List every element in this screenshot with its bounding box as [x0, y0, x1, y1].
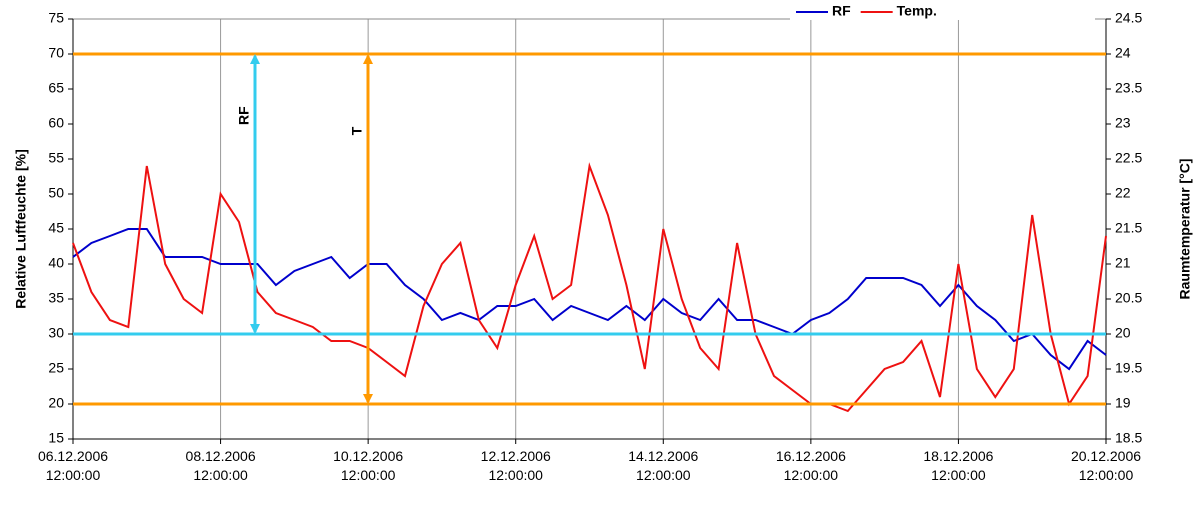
- y-tick-label: 70: [48, 45, 64, 61]
- y-tick-label: 25: [48, 360, 64, 376]
- x-tick-label: 06.12.2006 12:00:00: [38, 448, 108, 483]
- x-tick-label-line: 20.12.2006: [1071, 448, 1141, 464]
- y-tick-label: 30: [48, 325, 64, 341]
- y-tick-label: 75: [48, 10, 64, 26]
- y-axis-label: Relative Luftfeuchte [%]: [13, 149, 29, 308]
- x-tick-label: 08.12.2006 12:00:00: [186, 448, 256, 483]
- y-tick-label: 45: [48, 220, 64, 236]
- x-tick-label-line: 12.12.2006: [481, 448, 551, 464]
- x-tick-label: 10.12.2006 12:00:00: [333, 448, 403, 483]
- y2-tick-label: 24.5: [1115, 10, 1142, 26]
- legend-label: RF: [832, 3, 851, 19]
- y2-tick-label: 24: [1115, 45, 1131, 61]
- x-tick-label-line: 06.12.2006: [38, 448, 108, 464]
- x-tick-label-line: 12:00:00: [931, 467, 986, 483]
- y2-tick-label: 22: [1115, 185, 1131, 201]
- x-tick-label-line: 10.12.2006: [333, 448, 403, 464]
- y2-tick-label: 21.5: [1115, 220, 1142, 236]
- y-tick-label: 50: [48, 185, 64, 201]
- y-tick-label: 15: [48, 430, 64, 446]
- y2-tick-label: 21: [1115, 255, 1131, 271]
- y-tick-label: 65: [48, 80, 64, 96]
- y2-tick-label: 23.5: [1115, 80, 1142, 96]
- x-tick-label-line: 12:00:00: [784, 467, 839, 483]
- y2-tick-label: 23: [1115, 115, 1131, 131]
- y-tick-label: 55: [48, 150, 64, 166]
- series-line: [72, 162, 1107, 413]
- legend-box: [790, 4, 1095, 20]
- y-tick-label: 35: [48, 290, 64, 306]
- annotation-label: T: [349, 126, 365, 135]
- x-tick-label-line: 08.12.2006: [186, 448, 256, 464]
- x-tick-label-line: 16.12.2006: [776, 448, 846, 464]
- series-line: [72, 228, 1107, 371]
- y2-tick-label: 19.5: [1115, 360, 1142, 376]
- x-tick-label-line: 12:00:00: [488, 467, 543, 483]
- x-tick-label-line: 18.12.2006: [923, 448, 993, 464]
- y-tick-label: 40: [48, 255, 64, 271]
- x-tick-label: 16.12.2006 12:00:00: [776, 448, 846, 483]
- x-tick-label: 20.12.2006 12:00:00: [1071, 448, 1141, 483]
- x-tick-label-line: 12:00:00: [636, 467, 691, 483]
- x-tick-label-line: 12:00:00: [46, 467, 101, 483]
- y2-tick-label: 22.5: [1115, 150, 1142, 166]
- x-tick-label-line: 14.12.2006: [628, 448, 698, 464]
- y2-tick-label: 19: [1115, 395, 1131, 411]
- x-tick-label: 12.12.2006 12:00:00: [481, 448, 551, 483]
- y-tick-label: 20: [48, 395, 64, 411]
- x-tick-label: 14.12.2006 12:00:00: [628, 448, 698, 483]
- y2-tick-label: 20.5: [1115, 290, 1142, 306]
- y2-tick-label: 18.5: [1115, 430, 1142, 446]
- y2-tick-label: 20: [1115, 325, 1131, 341]
- y-tick-label: 60: [48, 115, 64, 131]
- x-tick-label: 18.12.2006 12:00:00: [923, 448, 993, 483]
- y2-axis-label: Raumtemperatur [°C]: [1177, 159, 1193, 300]
- x-tick-label-line: 12:00:00: [1079, 467, 1134, 483]
- plot-frame: [72, 18, 1107, 440]
- x-tick-label-line: 12:00:00: [193, 467, 248, 483]
- legend-label: Temp.: [897, 3, 937, 19]
- annotation-label: RF: [236, 106, 252, 125]
- x-tick-label-line: 12:00:00: [341, 467, 396, 483]
